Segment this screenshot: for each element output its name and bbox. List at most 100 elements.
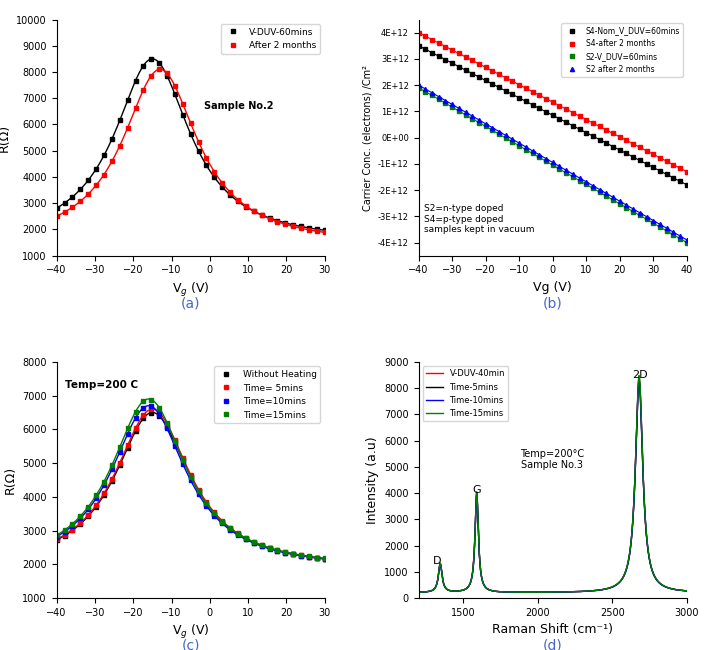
Time=15mins bbox=[131, 408, 139, 415]
Without Heating bbox=[186, 473, 195, 480]
S2-V_DUV=60mins bbox=[615, 200, 624, 208]
Time=10mins bbox=[68, 522, 76, 530]
S2-V_DUV=60mins bbox=[501, 134, 510, 142]
Time=10mins bbox=[202, 502, 211, 510]
S2 after 2 months bbox=[495, 127, 503, 135]
Time=15mins bbox=[304, 552, 313, 560]
S4-Nom_V_DUV=60mins bbox=[448, 59, 457, 67]
Time-10mins bbox=[683, 587, 691, 595]
S2 after 2 months bbox=[656, 220, 664, 228]
Time-5mins bbox=[635, 378, 644, 386]
S2 after 2 months bbox=[542, 155, 550, 162]
S2 after 2 months bbox=[602, 190, 610, 198]
V-DUV-60mins bbox=[131, 77, 139, 85]
After 2 months bbox=[84, 190, 93, 198]
Time-15mins bbox=[675, 586, 683, 594]
S2-V_DUV=60mins bbox=[495, 130, 503, 138]
After 2 months bbox=[304, 226, 313, 234]
After 2 months bbox=[92, 181, 101, 189]
S2-V_DUV=60mins bbox=[522, 146, 530, 153]
After 2 months bbox=[249, 207, 258, 215]
S2-V_DUV=60mins bbox=[549, 161, 557, 169]
S4-Nom_V_DUV=60mins bbox=[636, 157, 644, 164]
Time=15mins bbox=[115, 443, 124, 451]
S4-Nom_V_DUV=60mins bbox=[441, 56, 450, 64]
Text: S2=n-type doped
S4=p-type doped
samples kept in vacuum: S2=n-type doped S4=p-type doped samples … bbox=[424, 204, 535, 234]
S4-Nom_V_DUV=60mins bbox=[569, 122, 577, 129]
S4-after 2 months bbox=[542, 95, 550, 103]
After 2 months bbox=[171, 82, 179, 90]
Y-axis label: R(Ω): R(Ω) bbox=[0, 124, 11, 151]
Time=15mins bbox=[297, 551, 305, 559]
S4-Nom_V_DUV=60mins bbox=[669, 174, 678, 182]
After 2 months bbox=[297, 224, 305, 232]
After 2 months bbox=[52, 213, 61, 220]
S2 after 2 months bbox=[582, 178, 590, 186]
After 2 months bbox=[218, 179, 227, 187]
S4-Nom_V_DUV=60mins bbox=[562, 118, 571, 126]
Time=10mins bbox=[241, 536, 250, 543]
S2 after 2 months bbox=[683, 236, 691, 244]
V-DUV-60mins bbox=[68, 193, 76, 201]
Without Heating bbox=[178, 456, 187, 464]
Time-15mins bbox=[675, 586, 683, 594]
Time=10mins bbox=[52, 533, 61, 541]
Time=15mins bbox=[258, 541, 266, 549]
Time= 5mins bbox=[68, 526, 76, 534]
S4-after 2 months bbox=[515, 81, 523, 88]
After 2 months bbox=[266, 215, 274, 223]
S2 after 2 months bbox=[649, 216, 658, 224]
Time-10mins bbox=[414, 588, 423, 596]
V-DUV-60mins bbox=[266, 214, 274, 222]
S4-Nom_V_DUV=60mins bbox=[555, 115, 564, 123]
Time=10mins bbox=[266, 545, 274, 552]
S2-V_DUV=60mins bbox=[622, 204, 631, 212]
Time= 5mins bbox=[210, 508, 219, 516]
Time=10mins bbox=[186, 476, 195, 484]
S2 after 2 months bbox=[676, 232, 685, 240]
Without Heating bbox=[139, 415, 148, 422]
S4-after 2 months bbox=[528, 88, 537, 96]
Without Heating bbox=[297, 552, 305, 560]
S4-Nom_V_DUV=60mins bbox=[462, 66, 470, 74]
Y-axis label: Carrier Conc. (electrons) /Cm²: Carrier Conc. (electrons) /Cm² bbox=[362, 64, 372, 211]
Time=15mins bbox=[76, 512, 84, 520]
Time=10mins bbox=[281, 549, 290, 556]
V-DUV-40min bbox=[544, 588, 553, 596]
V-DUV-60mins bbox=[258, 211, 266, 219]
S2 after 2 months bbox=[481, 120, 490, 127]
Time= 5mins bbox=[52, 536, 61, 543]
Line: After 2 months: After 2 months bbox=[55, 68, 327, 235]
Time=15mins bbox=[155, 404, 164, 411]
After 2 months bbox=[139, 86, 148, 94]
S2-V_DUV=60mins bbox=[576, 177, 584, 185]
Without Heating bbox=[289, 551, 297, 558]
X-axis label: V$_g$ (V): V$_g$ (V) bbox=[172, 281, 210, 299]
Time=15mins bbox=[108, 462, 116, 469]
S4-Nom_V_DUV=60mins bbox=[588, 132, 597, 140]
Time= 5mins bbox=[273, 547, 282, 554]
S2-V_DUV=60mins bbox=[602, 192, 610, 200]
After 2 months bbox=[241, 202, 250, 210]
S2-V_DUV=60mins bbox=[609, 196, 617, 204]
Time=10mins bbox=[108, 465, 116, 473]
Time=10mins bbox=[210, 512, 219, 519]
S2 after 2 months bbox=[455, 105, 463, 112]
Time=15mins bbox=[52, 531, 61, 539]
Line: S4-after 2 months: S4-after 2 months bbox=[416, 31, 689, 174]
S2-V_DUV=60mins bbox=[582, 181, 590, 188]
Time-5mins bbox=[675, 586, 683, 594]
Time-10mins bbox=[544, 588, 553, 596]
S4-Nom_V_DUV=60mins bbox=[528, 101, 537, 109]
Time=10mins bbox=[139, 404, 148, 411]
S2 after 2 months bbox=[468, 112, 476, 120]
After 2 months bbox=[68, 203, 76, 211]
S2-V_DUV=60mins bbox=[542, 157, 550, 165]
Time= 5mins bbox=[147, 406, 156, 413]
V-DUV-60mins bbox=[297, 222, 305, 230]
V-DUV-60mins bbox=[249, 207, 258, 215]
S2-V_DUV=60mins bbox=[676, 235, 685, 242]
Without Heating bbox=[115, 462, 124, 469]
Time=10mins bbox=[289, 551, 297, 558]
S2-V_DUV=60mins bbox=[435, 96, 443, 103]
